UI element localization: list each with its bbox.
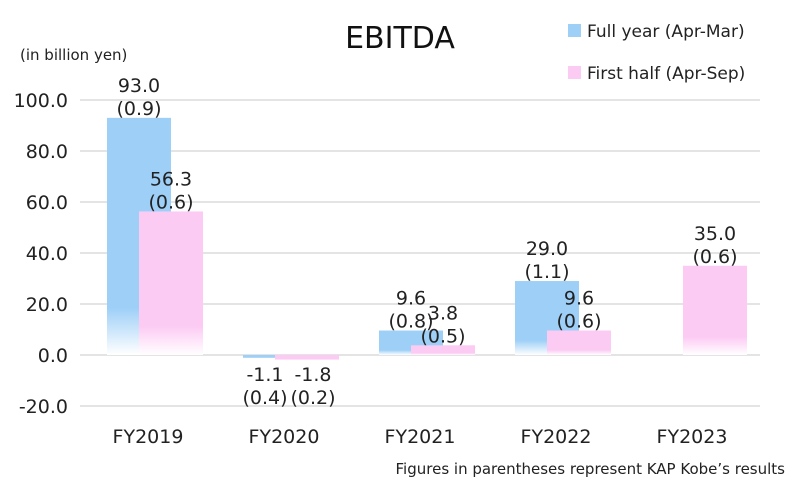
footnote: Figures in parentheses represent KAP Kob… (396, 460, 786, 478)
x-category-label: FY2020 (249, 426, 320, 448)
x-category-label: FY2021 (385, 426, 456, 448)
kap-kobe-label-full-year: (0.4) (242, 387, 287, 409)
x-axis-categories: FY2019 FY2020 FY2021 FY2022 FY2023 (113, 426, 728, 448)
kap-kobe-label-first-half: (0.2) (290, 387, 335, 409)
data-label-first-half: 9.6 (564, 288, 594, 310)
data-label-full-year: 9.6 (396, 288, 426, 310)
data-label-full-year: 29.0 (526, 238, 568, 260)
y-tick-label: -20.0 (19, 396, 68, 418)
legend-swatch-full-year (568, 24, 581, 37)
y-tick-label: 80.0 (26, 141, 68, 163)
bar-first-half (547, 330, 611, 355)
bars (107, 117, 747, 360)
data-label-full-year: -1.1 (246, 364, 283, 386)
y-tick-label: 100.0 (14, 90, 68, 112)
chart-title: EBITDA (345, 21, 455, 56)
kap-kobe-label-full-year: (0.8) (388, 311, 433, 333)
kap-kobe-label-first-half: (0.6) (556, 311, 601, 333)
unit-label: (in billion yen) (20, 46, 127, 64)
data-label-full-year: 93.0 (118, 75, 160, 97)
y-axis-ticks: -20.0 0.0 20.0 40.0 60.0 80.0 100.0 (14, 90, 68, 418)
x-category-label: FY2023 (657, 426, 728, 448)
y-tick-label: 20.0 (26, 294, 68, 316)
kap-kobe-label-first-half: (0.6) (692, 246, 737, 268)
bar-first-half (275, 355, 339, 360)
legend-swatch-first-half (568, 66, 581, 79)
legend-label-full-year: Full year (Apr-Mar) (587, 22, 745, 42)
x-category-label: FY2022 (521, 426, 592, 448)
kap-kobe-label-full-year: (1.1) (524, 261, 569, 283)
kap-kobe-label-first-half: (0.6) (148, 191, 193, 213)
kap-kobe-label-full-year: (0.9) (116, 98, 161, 120)
data-label-first-half: 35.0 (694, 223, 736, 245)
data-labels: 93.0(0.9)-1.1(0.4)9.6(0.8)29.0(1.1)56.3(… (116, 75, 737, 409)
bar-first-half (683, 265, 747, 355)
y-tick-label: 40.0 (26, 243, 68, 265)
bar-first-half (139, 211, 203, 355)
bar-first-half (411, 345, 475, 355)
legend: Full year (Apr-Mar) First half (Apr-Sep) (568, 22, 745, 84)
y-tick-label: 60.0 (26, 192, 68, 214)
x-category-label: FY2019 (113, 426, 184, 448)
kap-kobe-label-first-half: (0.5) (420, 325, 465, 347)
data-label-first-half: 56.3 (150, 168, 192, 190)
data-label-first-half: -1.8 (294, 364, 331, 386)
y-tick-label: 0.0 (38, 345, 68, 367)
legend-label-first-half: First half (Apr-Sep) (587, 64, 745, 84)
data-label-first-half: 3.8 (428, 302, 458, 324)
